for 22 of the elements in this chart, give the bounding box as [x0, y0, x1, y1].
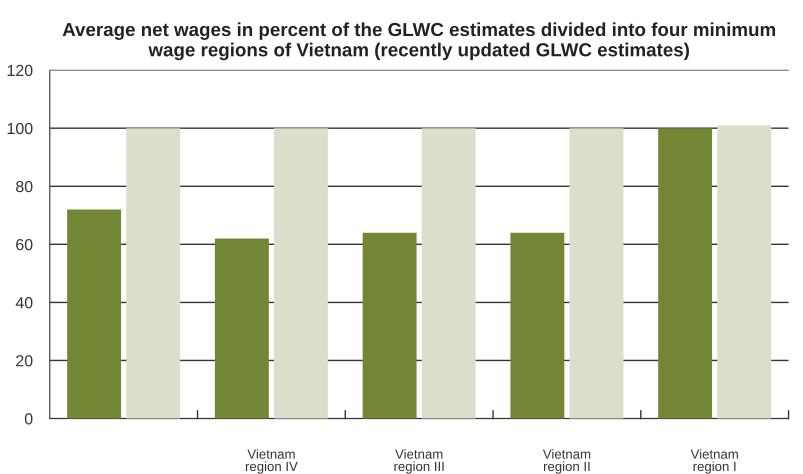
chart-title: Average net wages in percent of the GLWC estimates divided into four minimum wage regions of Vietnam (recently updated GLWC estimates) [62, 22, 776, 60]
bar [570, 128, 624, 419]
y-tick-label: 60 [16, 238, 32, 250]
bar [362, 232, 417, 419]
x-tick-label: Vietnam region III [394, 449, 444, 474]
y-tick-label: 120 [8, 64, 32, 76]
bar [510, 232, 564, 419]
bar [422, 128, 476, 419]
y-tick-label: 100 [8, 122, 32, 134]
y-tick-label: 20 [16, 355, 32, 366]
bar [717, 125, 772, 419]
bar [274, 128, 328, 419]
bar [67, 210, 122, 419]
y-tick-label: 80 [16, 180, 32, 192]
x-tick-label: Vietnam region IV [246, 449, 298, 474]
x-tick-label: Vietnam region II [542, 449, 590, 474]
bar [214, 238, 269, 419]
bar [658, 128, 712, 419]
y-tick-label: 0 [24, 413, 32, 424]
bar [126, 128, 180, 419]
x-tick-label: Vietnam region I [690, 449, 738, 474]
y-tick-label: 40 [16, 297, 32, 308]
